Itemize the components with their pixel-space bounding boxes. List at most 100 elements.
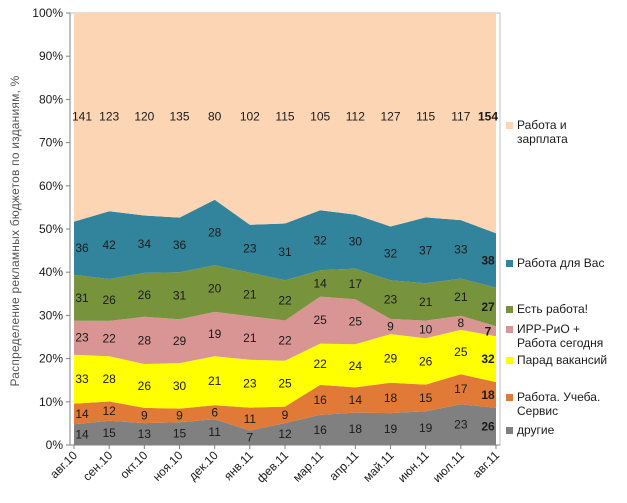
data-label: 6 [211,405,218,419]
y-tick-label: 10% [39,395,63,409]
data-label: 30 [349,235,363,249]
data-label: 14 [313,276,327,290]
data-label: 22 [102,332,116,346]
y-tick-label: 80% [39,92,63,106]
data-label: 12 [278,427,292,441]
data-label: 19 [208,327,222,341]
data-label: 9 [176,408,183,422]
legend-swatch [506,394,513,401]
data-label: 8 [457,316,464,330]
legend-swatch [506,357,513,364]
data-label: 34 [138,237,152,251]
data-label: 22 [278,334,292,348]
data-label: 135 [169,110,189,124]
data-label: 26 [138,288,152,302]
data-label: 21 [243,331,257,345]
legend-label: Работа и зарплата [517,118,568,146]
y-tick-label: 20% [39,352,63,366]
x-tick-label: апр.11 [326,448,361,483]
y-tick-label: 100% [32,6,63,20]
data-label: 23 [454,418,468,432]
data-label: 26 [419,354,433,368]
data-label: 9 [141,408,148,422]
data-label: 30 [173,379,187,393]
data-label: 23 [75,331,89,345]
data-label: 16 [313,423,327,437]
data-label: 123 [99,110,119,124]
x-tick-label: ноя.10 [150,448,186,484]
legend-label: Есть работа! [517,302,588,316]
data-label: 13 [138,427,152,441]
data-label: 14 [75,407,89,421]
data-label: 25 [454,345,468,359]
x-tick-label: сен.10 [80,448,116,484]
y-axis: 0% 10% 20% 30% 40% 50% 60% 70% 80% 90% 100% [32,6,71,452]
data-label: 14 [75,428,89,442]
data-label: 20 [208,282,222,296]
y-tick-label: 30% [39,308,63,322]
data-label: 26 [138,379,152,393]
data-label: 18 [481,388,495,402]
legend-label: другие [517,423,555,437]
data-label: 154 [478,110,498,124]
data-label: 37 [419,243,433,257]
data-label: 28 [102,372,116,386]
x-tick-label: июл.11 [430,448,467,485]
y-tick-label: 90% [39,49,63,63]
x-tick-label: окт.10 [117,448,150,481]
data-label: 16 [313,393,327,407]
data-label: 21 [243,287,257,301]
data-label: 102 [240,110,260,124]
data-label: 23 [243,242,257,256]
data-label: 21 [454,290,468,304]
data-label: 21 [419,295,433,309]
data-label: 141 [72,110,92,124]
plot-areas [74,13,496,445]
data-label: 42 [102,238,116,252]
data-label: 25 [313,313,327,327]
area-1 [74,374,496,431]
x-tick-label: янв.11 [221,448,256,483]
legend-swatch [506,122,513,129]
x-tick-label: май.11 [360,448,397,485]
legend-swatch [506,326,513,333]
x-tick-label: дек.10 [186,448,221,483]
legend-label: ИРР-РиО + Работа сегодня [517,322,604,350]
data-label: 17 [454,382,468,396]
data-label: 31 [173,289,187,303]
data-label: 25 [349,315,363,329]
data-label: 32 [313,233,327,247]
legend-swatch [506,427,513,434]
data-label: 14 [349,393,363,407]
data-label: 22 [278,293,292,307]
data-label: 11 [244,412,257,426]
data-label: 32 [481,352,495,366]
data-label: 15 [173,427,187,441]
legend-swatch [506,260,513,267]
data-label: 25 [278,377,292,391]
area-0 [74,404,496,445]
y-axis-title-box: Распределение рекламных бюджетов по изда… [4,16,26,446]
data-label: 10 [419,322,433,336]
data-label: 9 [387,319,394,333]
x-tick-label: июн.11 [395,448,432,485]
data-label: 19 [384,422,398,436]
data-label: 11 [208,425,221,439]
data-label: 28 [208,226,222,240]
legend-label: Парад вакансий [517,353,608,367]
area-3 [74,296,496,364]
data-label: 7 [246,431,253,445]
area-5 [74,199,496,288]
data-label: 17 [349,277,363,291]
data-label: 31 [75,291,89,305]
y-tick-label: 40% [39,265,63,279]
data-label: 23 [243,377,257,391]
data-label: 36 [173,238,187,252]
data-label: 32 [384,246,398,260]
data-label: 117 [451,110,470,124]
y-tick-label: 50% [39,222,63,236]
data-label: 33 [454,242,468,256]
data-label: 18 [384,391,398,405]
